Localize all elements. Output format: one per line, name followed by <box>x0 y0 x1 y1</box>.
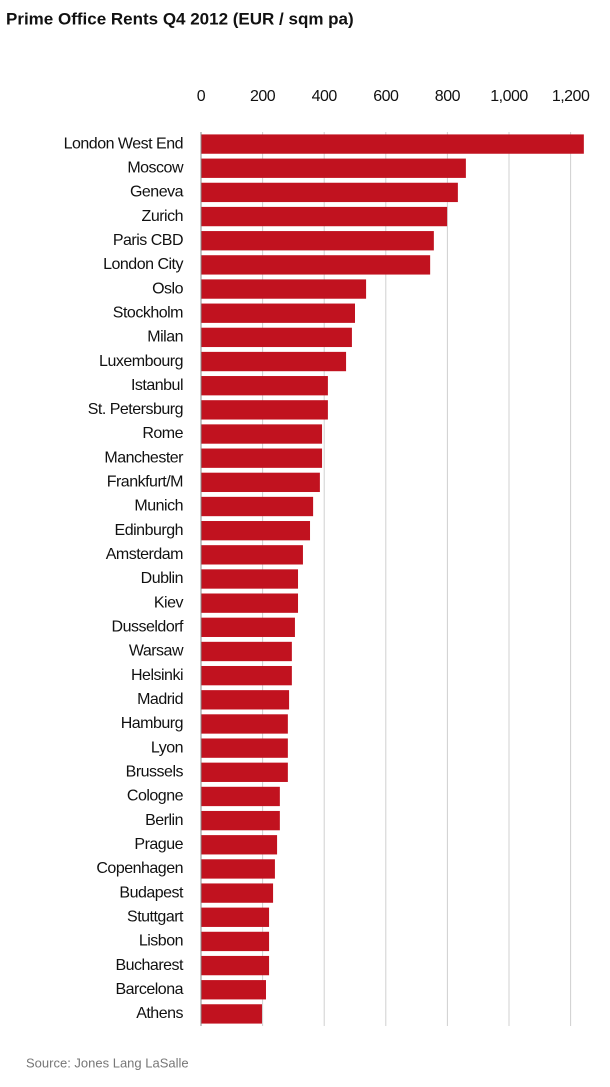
bar <box>201 327 352 348</box>
bar <box>201 545 303 565</box>
y-tick-label: Luxembourg <box>99 353 183 370</box>
y-tick-label: Brussels <box>126 764 184 781</box>
bar <box>201 279 367 299</box>
bar <box>201 472 320 493</box>
y-tick-label: Rome <box>142 425 183 442</box>
x-tick-label: 1,000 <box>490 88 528 105</box>
y-tick-label: Dusseldorf <box>112 619 185 636</box>
chart-title: Prime Office Rents Q4 2012 (EUR / sqm pa… <box>6 9 354 28</box>
bar <box>201 1004 262 1024</box>
bar <box>201 907 270 927</box>
bar <box>201 231 434 251</box>
bar <box>201 206 448 227</box>
bar <box>201 303 355 323</box>
y-tick-label: Geneva <box>130 184 184 201</box>
y-tick-label: St. Petersburg <box>88 401 183 418</box>
bar <box>201 255 431 275</box>
x-tick-label: 400 <box>312 88 338 105</box>
bar <box>201 351 347 372</box>
y-tick-label: Lyon <box>151 739 183 756</box>
x-tick-label: 0 <box>197 88 206 105</box>
bar <box>201 955 270 976</box>
y-tick-label: Amsterdam <box>106 546 183 563</box>
y-tick-label: Milan <box>147 329 183 346</box>
y-tick-label: Stuttgart <box>127 908 184 925</box>
y-tick-label: Edinburgh <box>115 522 183 539</box>
y-tick-label: Bucharest <box>115 957 184 974</box>
bar <box>201 424 323 444</box>
y-tick-label: Zurich <box>142 208 183 225</box>
bar <box>201 641 292 662</box>
y-tick-label: Munich <box>134 498 183 515</box>
y-tick-label: Kiev <box>154 594 184 611</box>
y-tick-label: Barcelona <box>115 981 183 998</box>
y-tick-label: Dublin <box>141 570 183 587</box>
y-tick-label: Budapest <box>119 884 184 901</box>
y-tick-label: London City <box>103 256 183 273</box>
y-tick-label: Manchester <box>104 449 184 466</box>
source-note: Source: Jones Lang LaSalle <box>26 1055 189 1070</box>
bar <box>201 569 299 589</box>
y-tick-label: London West End <box>64 135 183 152</box>
y-tick-label: Copenhagen <box>96 860 183 877</box>
y-tick-label: Prague <box>134 836 183 853</box>
bar <box>201 690 290 710</box>
bar <box>201 182 458 203</box>
bar <box>201 835 278 855</box>
bar <box>201 786 280 807</box>
x-tick-label: 800 <box>435 88 461 105</box>
bar <box>201 762 288 782</box>
y-tick-label: Cologne <box>127 788 184 805</box>
bar <box>201 714 288 734</box>
x-tick-label: 1,200 <box>552 88 590 105</box>
bar <box>201 496 314 517</box>
bar <box>201 158 466 178</box>
y-tick-label: Istanbul <box>131 377 183 394</box>
bar <box>201 617 295 637</box>
bar <box>201 738 288 758</box>
bar <box>201 448 323 468</box>
bar <box>201 521 311 541</box>
y-tick-label: Oslo <box>152 280 184 297</box>
y-tick-label: Hamburg <box>121 715 183 732</box>
y-tick-label: Berlin <box>145 812 183 829</box>
bar <box>201 376 328 396</box>
y-tick-label: Warsaw <box>129 643 184 660</box>
bar <box>201 400 328 420</box>
x-tick-label: 600 <box>373 88 399 105</box>
bar <box>201 810 280 831</box>
y-tick-label: Paris CBD <box>113 232 183 249</box>
bar <box>201 665 292 686</box>
bar <box>201 134 584 154</box>
y-tick-label: Frankfurt/M <box>107 474 183 491</box>
bar <box>201 931 270 952</box>
y-tick-label: Helsinki <box>131 667 183 684</box>
y-tick-label: Athens <box>136 1005 183 1022</box>
y-tick-label: Stockholm <box>113 304 183 321</box>
y-tick-label: Madrid <box>137 691 183 708</box>
bar <box>201 593 299 613</box>
y-tick-label: Lisbon <box>139 933 183 950</box>
x-tick-label: 200 <box>250 88 276 105</box>
y-tick-label: Moscow <box>127 159 184 176</box>
bar <box>201 883 274 903</box>
bar <box>201 859 275 879</box>
bar <box>201 980 266 1000</box>
